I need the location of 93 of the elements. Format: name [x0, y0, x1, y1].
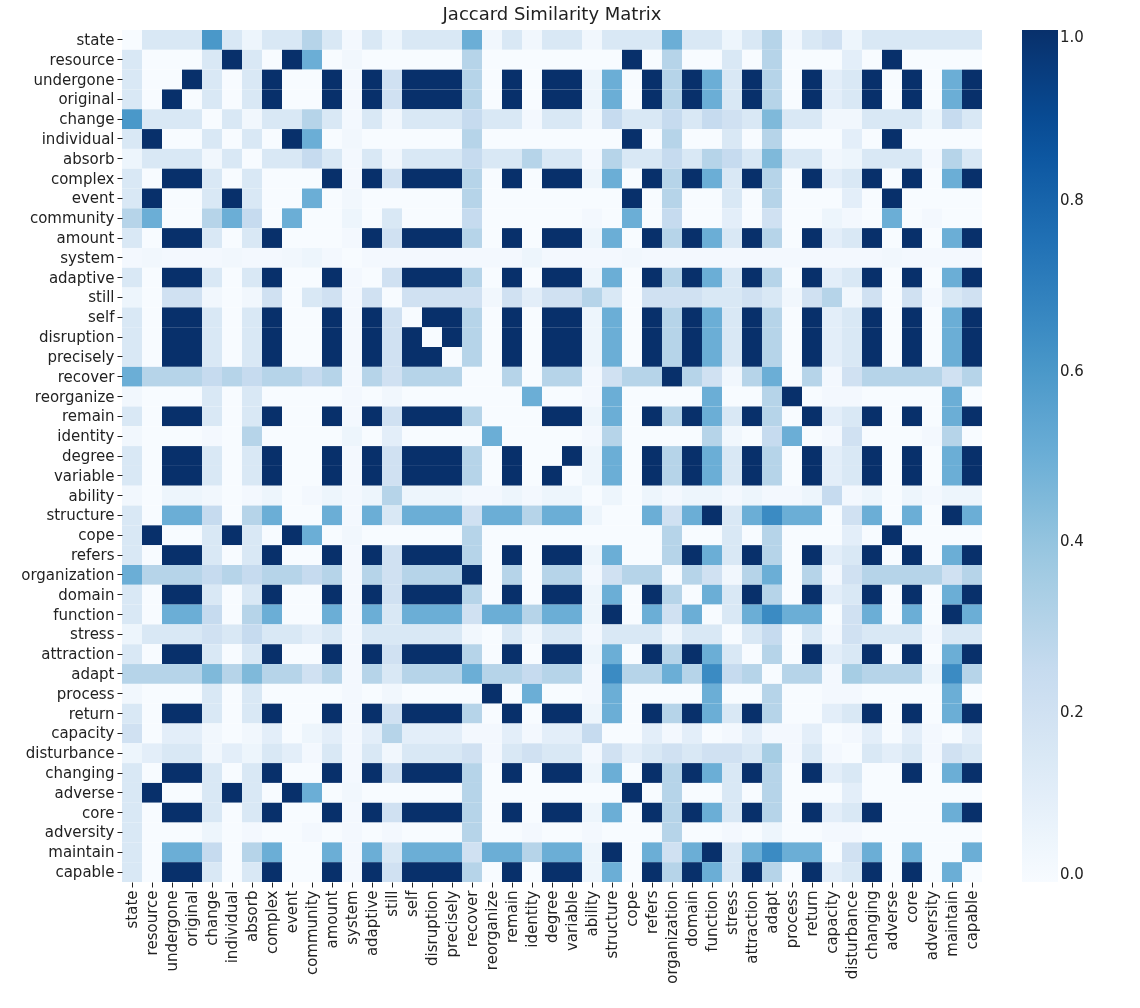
color-bar-label: 0.6	[1060, 361, 1084, 380]
x-tick-label: cope	[623, 890, 641, 927]
x-tick-label: stress	[723, 890, 741, 935]
y-tick-label: state	[76, 30, 115, 49]
color-bar-label: 0.0	[1060, 865, 1084, 883]
y-tick-label: adapt	[71, 664, 115, 683]
x-tick-label: reorganize	[483, 890, 501, 971]
color-bar-label: 0.2	[1060, 702, 1084, 721]
x-tick-label: system	[343, 890, 361, 945]
x-tick-label: maintain	[943, 890, 961, 957]
y-tick-label: identity	[57, 427, 115, 446]
x-tick-label: adaptive	[363, 890, 381, 957]
y-tick-label: absorb	[63, 149, 115, 168]
x-tick-label: process	[783, 890, 801, 949]
y-tick-label: process	[56, 684, 115, 703]
y-tick-label: community	[29, 209, 115, 228]
y-tick-label: domain	[58, 585, 115, 604]
y-tick-label: disturbance	[25, 744, 115, 763]
x-tick-label: attraction	[743, 890, 761, 964]
y-tick-label: cope	[78, 526, 115, 545]
y-tick-label: individual	[41, 129, 115, 148]
y-tick-label: capable	[55, 863, 115, 882]
x-tick-label: degree	[543, 890, 561, 944]
y-tick-label: self	[88, 308, 116, 327]
x-tick-label: amount	[323, 890, 341, 949]
x-tick-label: self	[403, 889, 421, 917]
y-tick-label: resource	[49, 50, 115, 69]
y-tick-label: original	[58, 90, 115, 109]
x-tick-label: variable	[563, 890, 581, 952]
y-tick-label: adverse	[54, 783, 115, 802]
y-tick-label: disruption	[39, 328, 115, 347]
x-tick-label: organization	[663, 890, 681, 984]
x-tick-label: function	[703, 890, 721, 952]
y-tick-label: refers	[70, 546, 115, 565]
x-tick-label: identity	[523, 890, 541, 948]
x-tick-label: domain	[683, 890, 701, 947]
y-tick-label: change	[59, 110, 115, 129]
y-tick-label: adversity	[44, 823, 115, 842]
x-tick-label: return	[803, 890, 821, 937]
y-tick-label: ability	[68, 486, 115, 505]
y-tick-label: degree	[61, 447, 115, 465]
x-tick-label: capable	[963, 890, 981, 950]
x-tick-label: adversity	[923, 890, 941, 961]
x-tick-label: refers	[643, 890, 661, 935]
x-tick-label: original	[183, 890, 201, 947]
y-tick-label: core	[82, 803, 115, 822]
x-tick-label: change	[203, 890, 221, 946]
x-tick-label: community	[303, 890, 321, 976]
x-tick-label: still	[383, 890, 401, 917]
x-tick-label: changing	[863, 890, 881, 960]
y-tick-label: still	[88, 288, 115, 307]
y-tick-label: reorganize	[34, 387, 115, 406]
x-tick-label: disruption	[423, 890, 441, 966]
y-tick-label: undergone	[33, 70, 115, 89]
x-tick-label: adapt	[763, 890, 781, 934]
x-tick-label: precisely	[443, 890, 461, 958]
y-tick-label: remain	[61, 407, 115, 426]
x-tick-label: capacity	[823, 890, 841, 954]
y-tick-label: return	[68, 704, 115, 723]
y-tick-label: adaptive	[48, 268, 115, 287]
y-tick-label: system	[60, 248, 115, 267]
x-tick-label: undergone	[163, 890, 181, 972]
x-tick-label: individual	[223, 890, 241, 964]
y-tick-label: stress	[70, 625, 115, 644]
x-tick-label: resource	[143, 890, 161, 956]
y-tick-label: structure	[46, 506, 115, 525]
color-bar-label: 1.0	[1060, 28, 1084, 46]
x-tick-label: state	[123, 890, 141, 929]
x-tick-label: remain	[503, 890, 521, 944]
y-tick-label: capacity	[51, 724, 115, 743]
x-tick-label: adverse	[883, 890, 901, 951]
y-tick-label: organization	[21, 565, 115, 584]
x-tick-label: ability	[583, 890, 601, 937]
x-tick-label: core	[903, 890, 921, 923]
x-tick-label: disturbance	[843, 890, 861, 980]
y-tick-label: changing	[45, 764, 115, 783]
x-tick-label: recover	[463, 889, 481, 948]
color-bar-label: 0.8	[1060, 191, 1084, 210]
chart-title: Jaccard Similarity Matrix	[441, 3, 662, 24]
y-tick-label: variable	[53, 466, 115, 485]
color-bar-label: 0.4	[1060, 532, 1084, 551]
x-tick-label: event	[283, 890, 301, 934]
y-tick-label: complex	[50, 169, 115, 188]
x-tick-label: structure	[603, 890, 621, 959]
y-tick-label: maintain	[48, 843, 115, 862]
y-tick-label: precisely	[47, 347, 115, 366]
y-tick-label: event	[71, 189, 115, 208]
x-tick-label: absorb	[243, 890, 261, 942]
x-tick-label: complex	[263, 890, 281, 955]
y-tick-label: attraction	[41, 645, 115, 664]
y-tick-label: recover	[57, 367, 116, 386]
y-tick-label: amount	[56, 229, 115, 248]
y-tick-label: function	[53, 605, 115, 624]
